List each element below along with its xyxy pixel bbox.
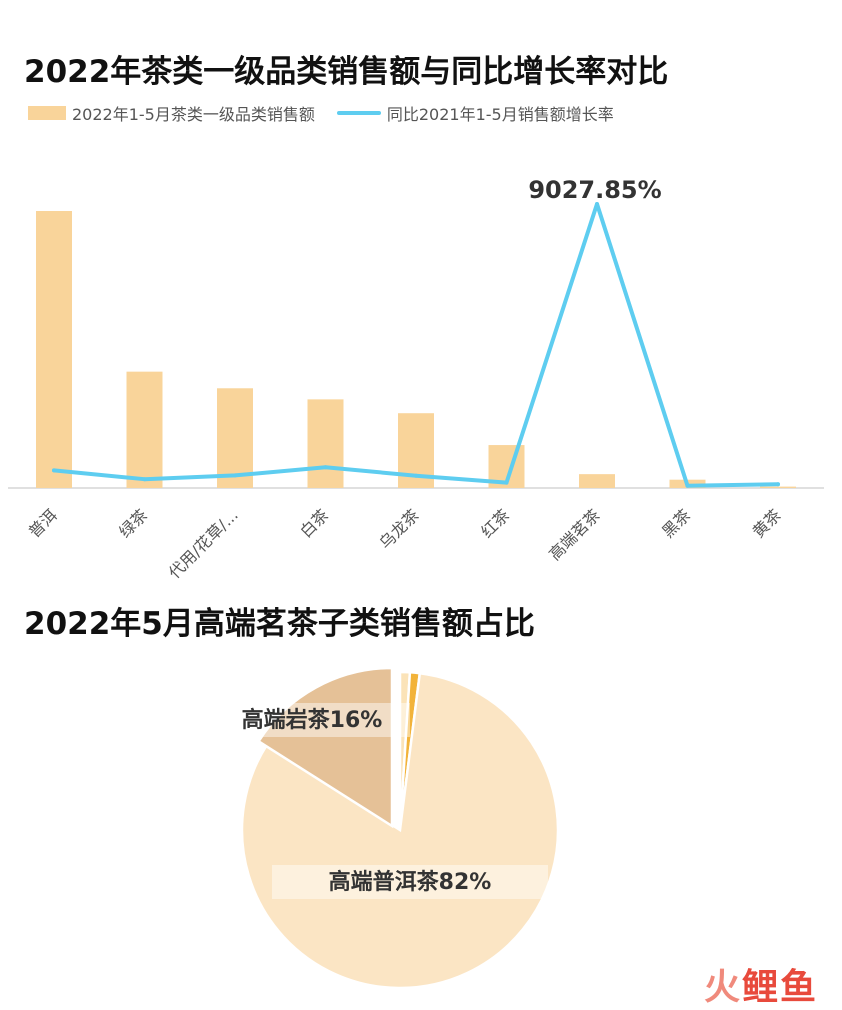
legend-item-sales[interactable]: 2022年1-5月茶类一级品类销售额 xyxy=(28,101,315,125)
growth-point-6[interactable] xyxy=(595,202,599,206)
pie-label-bg-0 xyxy=(272,865,548,899)
pie-label-bg-1 xyxy=(214,703,410,737)
bar-3[interactable] xyxy=(307,399,344,488)
growth-point-5[interactable] xyxy=(504,480,509,485)
legend-swatch-bar xyxy=(28,106,66,120)
legend-swatch-line xyxy=(336,111,381,115)
bar-0[interactable] xyxy=(36,211,72,488)
bar-6[interactable] xyxy=(579,474,615,488)
growth-point-7[interactable] xyxy=(685,483,690,488)
pie-slice-1[interactable] xyxy=(256,666,394,829)
peak-annotation: 9027.85% xyxy=(528,176,661,204)
bar-2[interactable] xyxy=(217,388,253,488)
combo-bar-line-chart: 9027.85%普洱 绿茶 代用/花草/... 白茶 乌龙茶 红茶 高端茗茶 黑茶 黄茶 xyxy=(8,176,824,583)
watermark-logo: 火鲤鱼 xyxy=(704,958,818,1010)
growth-point-2[interactable] xyxy=(233,473,237,478)
growth-point-1[interactable] xyxy=(142,477,147,482)
watermark-part1: 火 xyxy=(703,967,742,1008)
chart-title-sales: 2022年茶类一级品类销售额与同比增长率对比 xyxy=(24,54,669,90)
bar-8[interactable] xyxy=(760,486,796,488)
growth-point-8[interactable] xyxy=(776,482,780,487)
growth-point-3[interactable] xyxy=(323,465,328,470)
legend: 2022年1-5月茶类一级品类销售额 同比2021年1-5月销售额增长率 xyxy=(28,101,636,125)
watermark-part2: 鲤鱼 xyxy=(741,967,818,1008)
growth-point-4[interactable] xyxy=(414,473,418,478)
legend-item-growth[interactable]: 同比2021年1-5月销售额增长率 xyxy=(336,101,614,125)
legend-label-growth: 同比2021年1-5月销售额增长率 xyxy=(386,105,614,124)
pie-slice-0[interactable] xyxy=(240,671,560,990)
pie-label-0: 高端普洱茶82% xyxy=(329,869,492,895)
chart-title-pie: 2022年5月高端茗茶子类销售额占比 xyxy=(24,606,535,642)
bar-1[interactable] xyxy=(126,371,163,488)
pie-label-1: 高端岩茶16% xyxy=(242,707,383,733)
growth-point-0[interactable] xyxy=(52,468,56,473)
legend-label-sales: 2022年1-5月茶类一级品类销售额 xyxy=(72,105,315,124)
